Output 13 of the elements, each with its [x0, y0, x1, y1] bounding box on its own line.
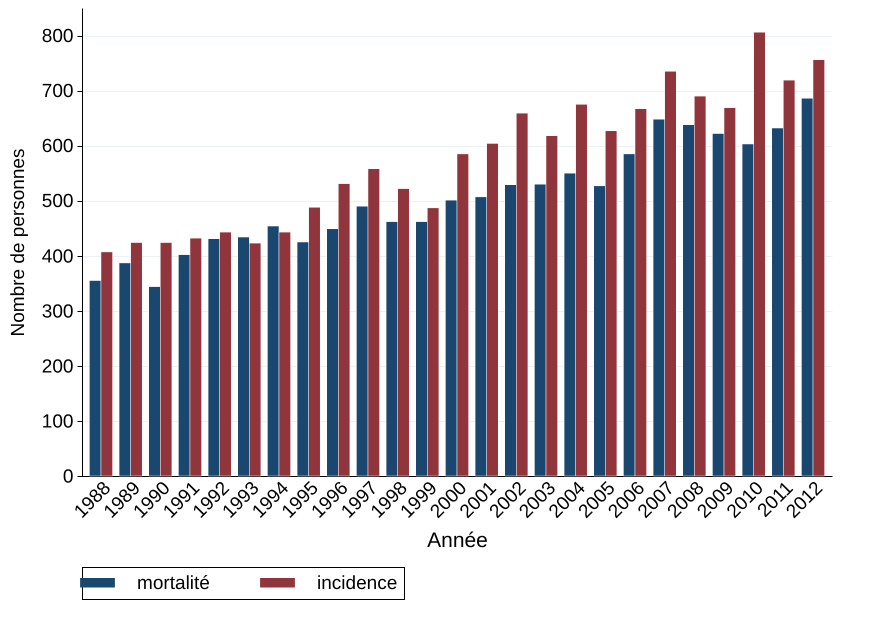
y-tick-label: 500 — [42, 191, 74, 212]
x-axis-title: Année — [427, 528, 488, 552]
legend-label: mortalité — [137, 572, 210, 594]
y-axis-title: Nombre de personnes — [8, 148, 29, 336]
y-tick-label: 200 — [42, 356, 74, 378]
y-tick-label: 400 — [42, 246, 74, 268]
y-tick-label: 600 — [42, 136, 74, 158]
y-tick-label: 800 — [42, 26, 74, 48]
y-tick-label: 0 — [62, 466, 74, 488]
y-tick-label: 300 — [42, 301, 74, 322]
y-tick-label: 100 — [42, 411, 74, 432]
y-tick-label: 700 — [42, 81, 74, 102]
legend-label: incidence — [317, 572, 398, 594]
